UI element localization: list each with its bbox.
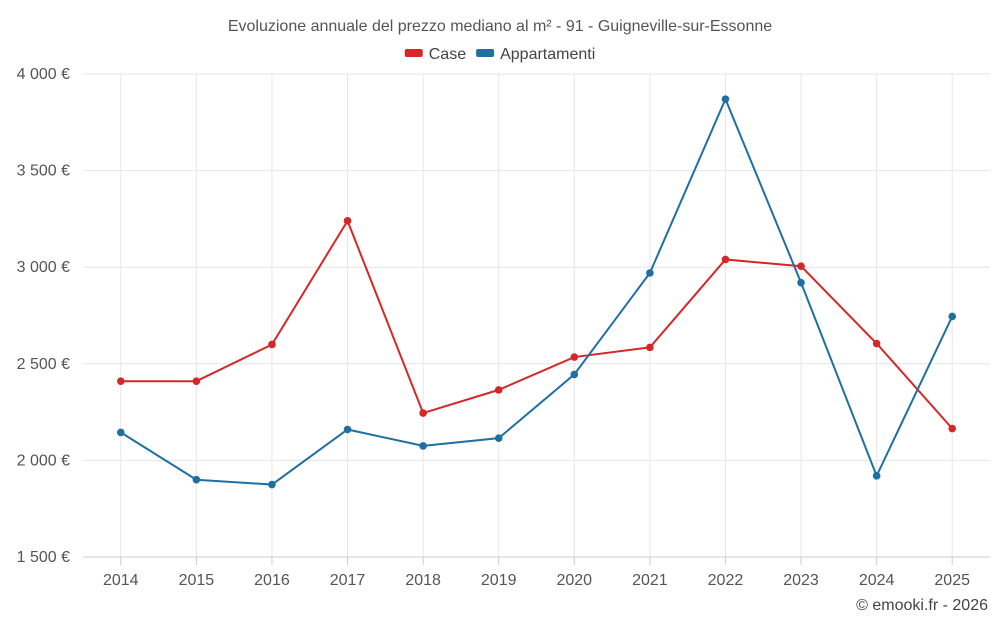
y-tick-label: 4 000 € (17, 66, 70, 83)
x-tick-label: 2022 (708, 572, 744, 589)
data-point-appartamenti-2023[interactable] (797, 278, 805, 287)
legend: Case Appartamenti (404, 46, 595, 63)
credit-text: © emooki.fr - 2026 (856, 597, 988, 614)
series-line-appartamenti (120, 96, 954, 486)
data-point-case-2014[interactable] (116, 377, 125, 385)
data-point-case-2015[interactable] (192, 377, 201, 385)
series-line-case (120, 218, 953, 430)
y-axis: 1 500 € 2 000 € 2 500 € 3 000 € 3 500 € 4 000… (17, 66, 70, 566)
data-point-case-2018[interactable] (419, 409, 427, 417)
data-point-case-2024[interactable] (872, 339, 881, 348)
x-tick-label: 2019 (481, 572, 517, 589)
series-case (116, 217, 957, 433)
x-tick-label: 2015 (179, 572, 215, 589)
x-tick-label: 2014 (103, 572, 139, 589)
x-tick-label: 2016 (254, 572, 290, 589)
data-point-appartamenti-2020[interactable] (570, 370, 579, 379)
data-point-case-2021[interactable] (646, 343, 654, 352)
x-tick-label: 2024 (859, 572, 895, 589)
data-point-case-2022[interactable] (721, 255, 730, 264)
grid (83, 73, 990, 558)
legend-item-case[interactable]: Case (404, 46, 466, 63)
data-point-appartamenti-2021[interactable] (646, 269, 654, 277)
series-appartamenti (116, 95, 957, 489)
legend-swatch (476, 49, 495, 57)
y-tick-label: 3 500 € (17, 163, 70, 180)
y-tick-label: 2 000 € (17, 452, 70, 469)
legend-swatch (404, 49, 423, 57)
data-point-appartamenti-2016[interactable] (268, 480, 276, 489)
y-tick-label: 3 000 € (17, 259, 70, 276)
data-point-case-2016[interactable] (268, 340, 276, 349)
x-tick-label: 2018 (405, 572, 441, 589)
data-point-case-2025[interactable] (948, 424, 957, 433)
series-group (116, 95, 957, 489)
legend-label: Appartamenti (500, 46, 595, 63)
data-point-appartamenti-2014[interactable] (116, 428, 125, 437)
x-tick-label: 2023 (783, 572, 819, 589)
data-point-appartamenti-2018[interactable] (419, 442, 427, 450)
data-point-case-2023[interactable] (797, 262, 805, 271)
data-point-appartamenti-2025[interactable] (948, 312, 957, 321)
legend-label: Case (429, 46, 466, 63)
data-point-appartamenti-2015[interactable] (192, 475, 201, 484)
y-tick-label: 2 500 € (17, 356, 70, 373)
chart-title: Evoluzione annuale del prezzo mediano al… (228, 18, 772, 35)
data-point-case-2019[interactable] (494, 386, 503, 394)
data-point-appartamenti-2019[interactable] (494, 434, 503, 442)
x-tick-label: 2021 (632, 572, 668, 589)
legend-item-appartamenti[interactable]: Appartamenti (476, 46, 595, 63)
data-point-appartamenti-2024[interactable] (872, 472, 881, 480)
x-tick-label: 2025 (934, 572, 970, 589)
data-point-appartamenti-2017[interactable] (343, 425, 352, 434)
data-point-appartamenti-2022[interactable] (721, 95, 730, 103)
x-axis: 2014 2015 2016 2017 2018 2019 2020 2021 2022 2023… (83, 556, 990, 589)
y-tick-label: 1 500 € (17, 549, 70, 566)
data-point-case-2020[interactable] (570, 353, 579, 361)
x-tick-label: 2020 (556, 572, 592, 589)
data-point-case-2017[interactable] (343, 217, 352, 225)
x-tick-label: 2017 (330, 572, 366, 589)
